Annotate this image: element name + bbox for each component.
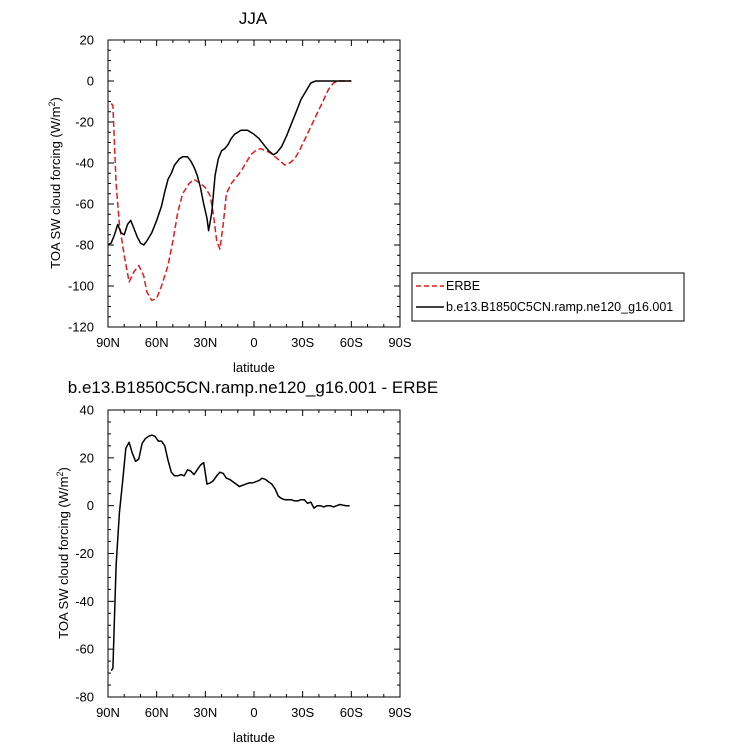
ytick-label: -20 <box>75 546 94 561</box>
xtick-label: 0 <box>250 705 257 720</box>
xtick-label: 30N <box>193 335 217 350</box>
chart-bottom-difference: b.e13.B1850C5CN.ramp.ne120_g16.001 - ERB… <box>55 378 438 745</box>
ytick-label: 0 <box>87 498 94 513</box>
xtick-label: 90N <box>96 335 120 350</box>
legend-box <box>411 272 685 322</box>
chart-bottom-series <box>110 434 350 672</box>
chart-top-frame <box>107 39 401 328</box>
ytick-label: 20 <box>80 450 94 465</box>
series-line-model <box>107 80 352 246</box>
series-line-erbe <box>110 80 352 302</box>
series-line-difference <box>110 434 350 672</box>
xtick-label: 60S <box>340 335 363 350</box>
xtick-label: 90S <box>388 335 411 350</box>
xtick-label: 30N <box>193 705 217 720</box>
chart-top-jja: JJA 90N 60N 30N 0 30S 60S 90S 20 0 -20 -40 -60 -80 -1… <box>47 9 685 375</box>
xtick-label: 30S <box>291 335 314 350</box>
ytick-label: -120 <box>68 320 94 335</box>
xtick-label: 0 <box>250 335 257 350</box>
xtick-label: 60N <box>145 705 169 720</box>
chart-bottom-frame <box>107 409 401 698</box>
xtick-label: 90N <box>96 705 120 720</box>
legend-label-model: b.e13.B1850C5CN.ramp.ne120_g16.001 <box>446 300 673 314</box>
ytick-label: -80 <box>75 238 94 253</box>
chart-top-legend: ERBE b.e13.B1850C5CN.ramp.ne120_g16.001 <box>411 272 685 322</box>
chart-bottom-ticks: 90N 60N 30N 0 30S 60S 90S 40 20 0 -20 -40 -60 -80 <box>75 403 412 721</box>
chart-top-title: JJA <box>239 9 268 28</box>
ytick-label: -60 <box>75 642 94 657</box>
xtick-label: 30S <box>291 705 314 720</box>
ytick-label: -80 <box>75 690 94 705</box>
ytick-label: -60 <box>75 197 94 212</box>
xtick-label: 90S <box>388 705 411 720</box>
ytick-label: 20 <box>80 33 94 48</box>
chart-bottom-title: b.e13.B1850C5CN.ramp.ne120_g16.001 - ERB… <box>68 378 438 397</box>
chart-bottom-ylabel: TOA SW cloud forcing (W/m2) <box>55 467 71 639</box>
xtick-label: 60S <box>340 705 363 720</box>
ytick-label: 0 <box>87 74 94 89</box>
ytick-label: -40 <box>75 594 94 609</box>
chart-top-ylabel: TOA SW cloud forcing (W/m2) <box>47 97 63 269</box>
ytick-label: 40 <box>80 403 94 418</box>
chart-top-xlabel: latitude <box>233 360 275 375</box>
legend-label-erbe: ERBE <box>446 279 480 293</box>
chart-bottom-xlabel: latitude <box>233 730 275 745</box>
ytick-label: -20 <box>75 115 94 130</box>
ytick-label: -100 <box>68 279 94 294</box>
xtick-label: 60N <box>145 335 169 350</box>
chart-top-ticks: 90N 60N 30N 0 30S 60S 90S 20 0 -20 -40 -60 -80 -100 -1… <box>68 33 412 351</box>
ytick-label: -40 <box>75 156 94 171</box>
chart-top-series <box>107 80 352 302</box>
